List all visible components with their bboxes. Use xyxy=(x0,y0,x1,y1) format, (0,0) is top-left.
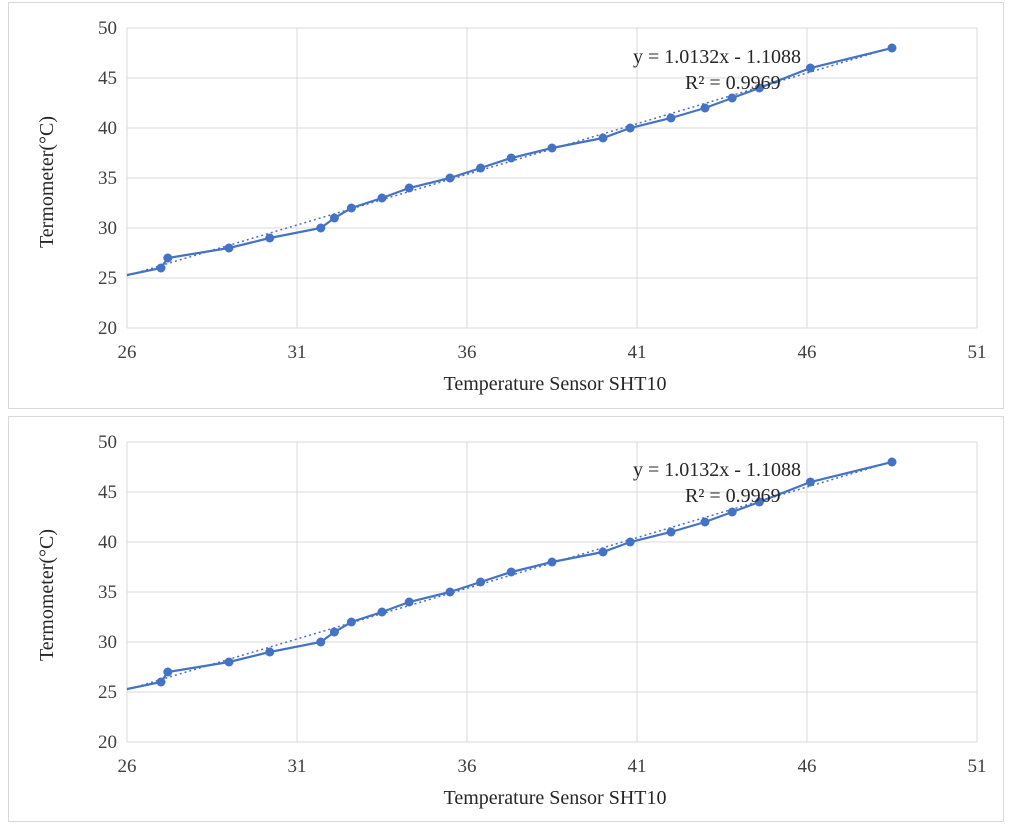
x-tick-label: 41 xyxy=(628,756,647,777)
y-tick-label: 35 xyxy=(98,582,117,603)
y-tick-label: 20 xyxy=(98,318,117,339)
data-point xyxy=(346,203,356,213)
trendline-r-squared: R² = 0.9969 xyxy=(685,72,781,94)
data-point xyxy=(598,547,608,557)
data-point xyxy=(156,263,166,273)
x-tick-label: 46 xyxy=(798,756,817,777)
data-point xyxy=(445,173,455,183)
y-tick-label: 30 xyxy=(98,218,117,239)
data-point xyxy=(224,243,234,253)
series-line xyxy=(126,460,893,691)
y-tick-label: 25 xyxy=(98,682,117,703)
data-point xyxy=(377,607,387,617)
y-tick-label: 50 xyxy=(98,432,117,453)
data-point xyxy=(887,43,897,53)
x-tick-label: 41 xyxy=(628,342,647,363)
tick-labels: 26 31 36 41 46 51 20 25 30 35 40 45 50 xyxy=(98,432,987,777)
data-point xyxy=(754,83,764,93)
y-tick-label: 50 xyxy=(98,18,117,39)
x-tick-label: 31 xyxy=(288,756,307,777)
data-point xyxy=(329,627,339,637)
x-axis-title: Temperature Sensor SHT10 xyxy=(444,373,667,395)
x-tick-label: 46 xyxy=(798,342,817,363)
x-tick-label: 26 xyxy=(118,756,137,777)
x-axis-title: Temperature Sensor SHT10 xyxy=(444,787,667,809)
grid-lines xyxy=(126,27,978,329)
x-tick-label: 26 xyxy=(118,342,137,363)
trendline-equation: y = 1.0132x - 1.1088 xyxy=(633,459,801,481)
y-tick-label: 40 xyxy=(98,118,117,139)
data-point xyxy=(316,637,326,647)
data-point xyxy=(265,647,275,657)
x-tick-label: 51 xyxy=(968,342,987,363)
data-point xyxy=(265,233,275,243)
series-line xyxy=(126,46,893,277)
y-tick-label: 25 xyxy=(98,268,117,289)
y-axis-title: Termometer(°C) xyxy=(36,529,58,661)
data-point xyxy=(404,597,414,607)
data-point xyxy=(163,253,173,263)
data-point xyxy=(346,617,356,627)
trendline-equation: y = 1.0132x - 1.1088 xyxy=(633,46,801,68)
data-point xyxy=(547,143,557,153)
chart-panel-top: 26 31 36 41 46 51 20 25 30 35 40 45 50 Temperature S… xyxy=(8,2,1004,409)
data-point xyxy=(625,123,635,133)
data-point xyxy=(476,577,486,587)
data-point xyxy=(700,517,710,527)
data-point xyxy=(224,657,234,667)
series-layer xyxy=(126,43,897,277)
x-tick-label: 36 xyxy=(458,342,477,363)
y-tick-label: 40 xyxy=(98,532,117,553)
data-point xyxy=(805,63,815,73)
chart-panel-bottom: 26 31 36 41 46 51 20 25 30 35 40 45 50 Temperature S… xyxy=(8,416,1004,822)
trendline-r-squared: R² = 0.9969 xyxy=(685,485,781,507)
data-point xyxy=(476,163,486,173)
chart-top: 26 31 36 41 46 51 20 25 30 35 40 45 50 Temperature S… xyxy=(36,18,987,395)
data-point xyxy=(625,537,635,547)
data-point xyxy=(156,677,166,687)
data-point xyxy=(700,103,710,113)
data-point xyxy=(754,497,764,507)
y-tick-label: 35 xyxy=(98,168,117,189)
y-tick-label: 30 xyxy=(98,632,117,653)
x-tick-label: 36 xyxy=(458,756,477,777)
y-tick-label: 45 xyxy=(98,68,117,89)
data-point xyxy=(377,193,387,203)
data-point xyxy=(598,133,608,143)
data-point xyxy=(666,527,676,537)
series-layer xyxy=(126,457,897,691)
data-point xyxy=(887,457,897,467)
data-point xyxy=(445,587,455,597)
data-point xyxy=(316,223,326,233)
data-point xyxy=(727,93,737,103)
tick-labels: 26 31 36 41 46 51 20 25 30 35 40 45 50 xyxy=(98,18,987,363)
data-point xyxy=(329,213,339,223)
data-point xyxy=(666,113,676,123)
data-point xyxy=(805,477,815,487)
chart-bottom: 26 31 36 41 46 51 20 25 30 35 40 45 50 Temperature S… xyxy=(36,432,987,809)
data-point xyxy=(506,153,516,163)
data-point xyxy=(404,183,414,193)
data-point xyxy=(727,507,737,517)
y-axis-title: Termometer(°C) xyxy=(36,116,58,248)
grid-lines xyxy=(126,441,978,743)
data-point xyxy=(506,567,516,577)
x-tick-label: 31 xyxy=(288,342,307,363)
y-tick-label: 20 xyxy=(98,732,117,753)
data-point xyxy=(547,557,557,567)
y-tick-label: 45 xyxy=(98,482,117,503)
x-tick-label: 51 xyxy=(968,756,987,777)
data-point xyxy=(163,667,173,677)
